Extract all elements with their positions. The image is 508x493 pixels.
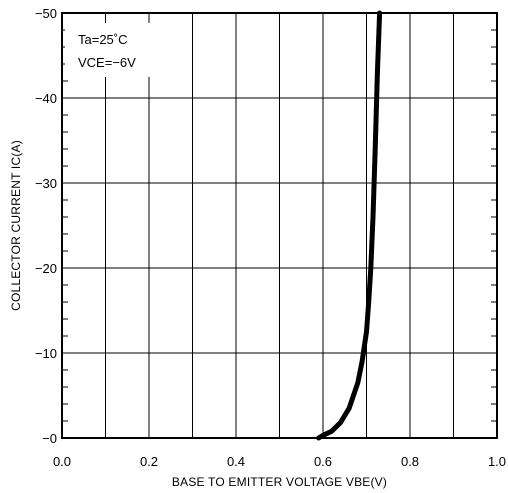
series-line-0 [316,10,383,441]
condition-note-background [65,23,151,77]
condition-note: Ta=25˚C VCE=−6V [65,23,151,77]
x-axis-title: BASE TO EMITTER VOLTAGE VBE(V) [172,475,387,489]
x-tick-label: 0.6 [314,454,332,469]
y-tick-label: −10 [35,346,57,361]
x-tick-labels: 0.0 0.2 0.4 0.6 0.8 1.0 [53,454,506,469]
x-tick-label: 0.8 [401,454,419,469]
y-tick-label: −0 [42,431,57,446]
x-tick-label: 1.0 [488,454,506,469]
y-tick-label: −50 [35,6,57,21]
plot-frame [61,12,498,439]
grid [62,13,497,438]
condition-note-temperature: Ta=25˚C [78,32,128,47]
y-tick-labels: −0 −10 −20 −30 −40 −50 [35,6,57,446]
x-tick-label: 0.0 [53,454,71,469]
series-layer [316,10,383,441]
x-tick-label: 0.2 [140,454,158,469]
y-tick-label: −40 [35,91,57,106]
y-tick-label: −30 [35,176,57,191]
y-tick-label: −20 [35,261,57,276]
x-tick-label: 0.4 [227,454,245,469]
y-axis-title: COLLECTOR CURRENT IC(A) [9,140,23,311]
condition-note-vce: VCE=−6V [78,55,136,70]
